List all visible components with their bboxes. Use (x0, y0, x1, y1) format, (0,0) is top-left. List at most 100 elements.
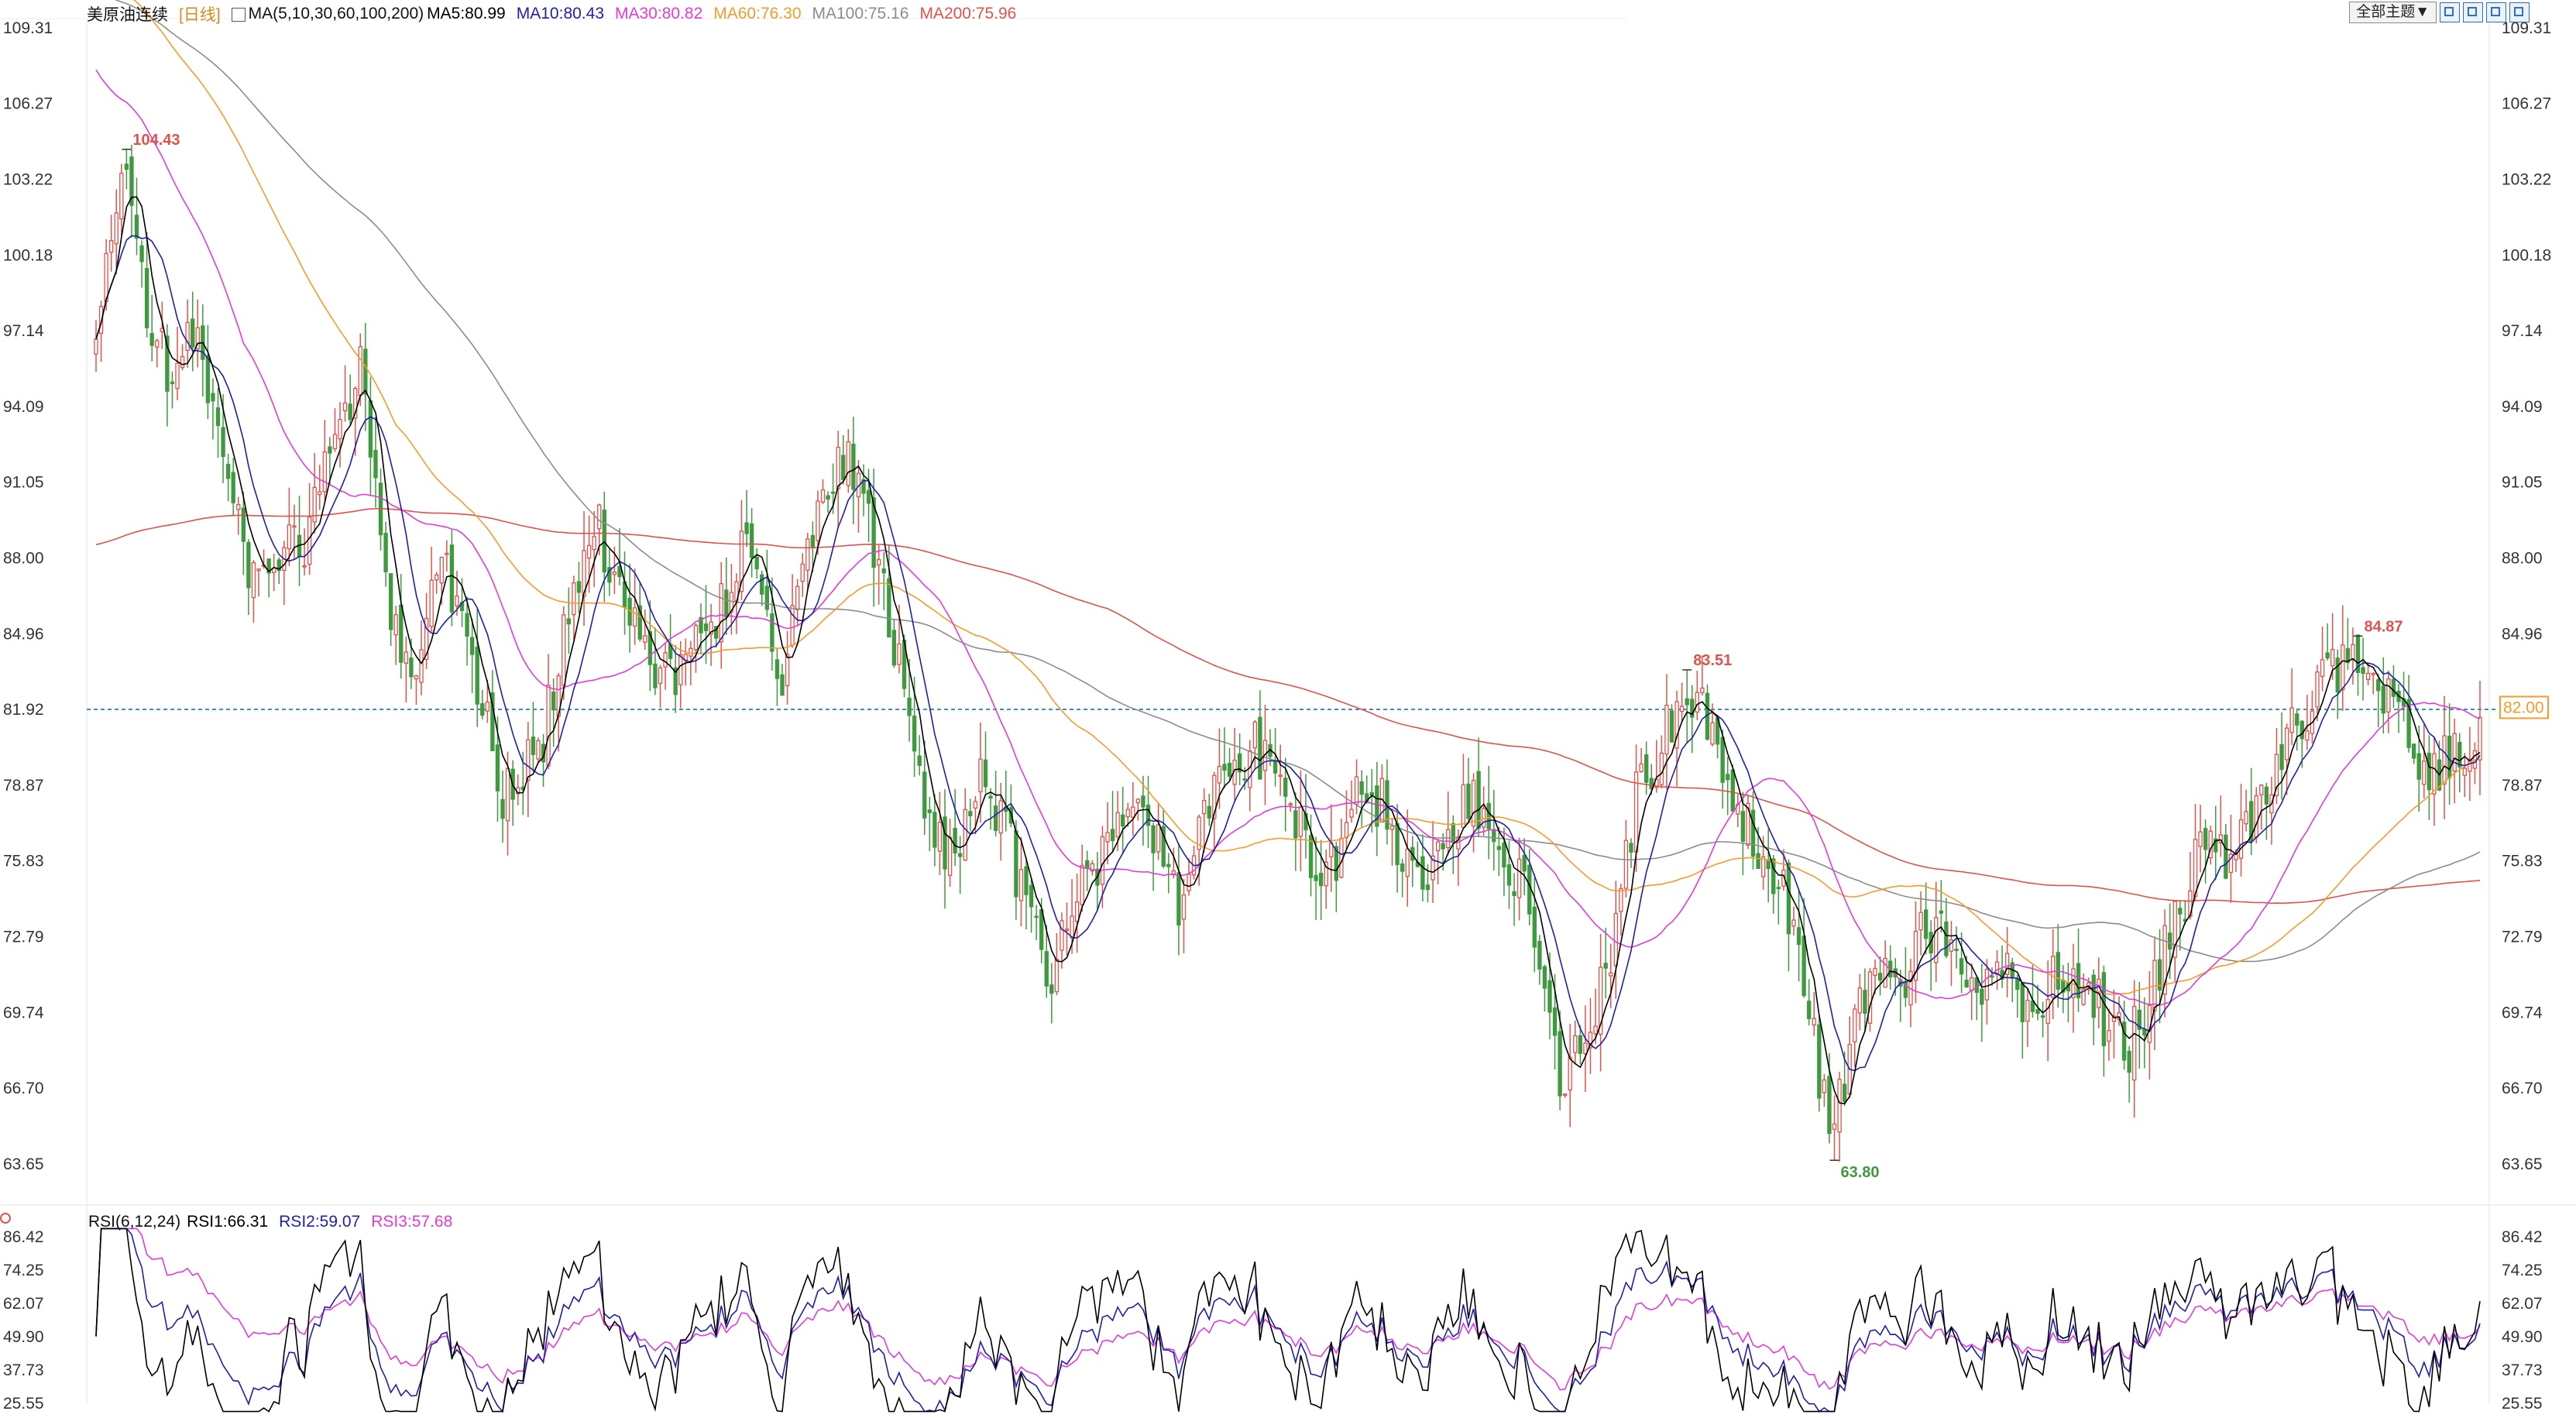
candle[interactable] (566, 587, 572, 654)
candle[interactable] (266, 558, 271, 598)
period-label[interactable]: [日线] (179, 6, 221, 24)
candle[interactable] (2427, 735, 2432, 821)
candle[interactable] (2330, 613, 2335, 680)
candle[interactable] (1959, 932, 1964, 994)
candle[interactable] (1654, 740, 1659, 793)
candle[interactable] (480, 689, 485, 720)
candle[interactable] (1609, 943, 1613, 1009)
candle[interactable] (703, 585, 709, 664)
candle[interactable] (1064, 902, 1070, 956)
candle[interactable] (1298, 770, 1303, 872)
candle[interactable] (663, 643, 668, 690)
candle[interactable] (1532, 874, 1537, 973)
candle[interactable] (1736, 794, 1740, 827)
candle[interactable] (541, 733, 546, 788)
candle[interactable] (2406, 675, 2411, 753)
candle[interactable] (272, 554, 276, 592)
candle[interactable] (2107, 1008, 2111, 1061)
candle[interactable] (546, 654, 551, 770)
candle[interactable] (1573, 1020, 1578, 1065)
candle[interactable] (2117, 996, 2121, 1026)
candle[interactable] (1659, 735, 1664, 789)
candle[interactable] (1446, 791, 1451, 856)
candle[interactable] (780, 664, 785, 696)
candle[interactable] (841, 434, 846, 485)
candle[interactable] (816, 490, 820, 555)
candle[interactable] (1984, 959, 1990, 1025)
candle[interactable] (155, 338, 160, 368)
candle[interactable] (1568, 1024, 1572, 1128)
candle[interactable] (988, 788, 993, 830)
candle[interactable] (2381, 657, 2385, 734)
candle[interactable] (2066, 963, 2071, 1023)
candle[interactable] (1542, 964, 1547, 1012)
candle[interactable] (953, 788, 957, 867)
candle[interactable] (1516, 837, 1522, 921)
candle[interactable] (2071, 943, 2076, 1033)
candle[interactable] (338, 402, 342, 468)
candle[interactable] (526, 722, 531, 818)
candle[interactable] (2162, 909, 2167, 1018)
candle[interactable] (2279, 712, 2284, 800)
candle[interactable] (180, 344, 185, 371)
candle[interactable] (2198, 805, 2203, 873)
candle[interactable] (1847, 1016, 1852, 1098)
candle[interactable] (500, 770, 505, 843)
candle[interactable] (1695, 670, 1699, 721)
candle[interactable] (917, 735, 922, 776)
candle[interactable] (2238, 784, 2244, 877)
candle[interactable] (185, 299, 190, 368)
candle[interactable] (1578, 1025, 1583, 1065)
candle[interactable] (1034, 905, 1039, 941)
candle[interactable] (1121, 786, 1125, 854)
candle[interactable] (475, 608, 479, 727)
candle[interactable] (1008, 784, 1014, 828)
theme-dropdown[interactable]: 全部主题▼ (2349, 2, 2437, 23)
candle[interactable] (2025, 988, 2030, 1047)
candle[interactable] (790, 574, 795, 648)
candle[interactable] (2010, 958, 2014, 1003)
candle[interactable] (353, 386, 358, 456)
candle[interactable] (1603, 928, 1608, 999)
candle[interactable] (673, 644, 678, 713)
candle[interactable] (1807, 979, 1812, 1026)
candle[interactable] (856, 459, 861, 533)
candle[interactable] (1786, 859, 1791, 972)
candle[interactable] (1954, 926, 1959, 969)
candle[interactable] (2269, 776, 2274, 845)
candle[interactable] (1237, 733, 1242, 785)
candle[interactable] (1318, 839, 1324, 920)
candle[interactable] (1726, 757, 1730, 815)
candle[interactable] (1395, 804, 1400, 893)
candle[interactable] (846, 429, 850, 493)
candle[interactable] (2391, 665, 2396, 708)
candle[interactable] (1125, 802, 1130, 827)
candle[interactable] (576, 561, 582, 614)
candle[interactable] (1202, 788, 1207, 853)
candle[interactable] (1705, 684, 1710, 741)
candle[interactable] (404, 637, 409, 703)
candle[interactable] (2030, 964, 2035, 1018)
candle[interactable] (993, 771, 998, 836)
candle[interactable] (1583, 1005, 1588, 1093)
candle[interactable] (419, 620, 424, 695)
candle[interactable] (800, 553, 805, 597)
candle[interactable] (978, 722, 983, 823)
candle[interactable] (1095, 852, 1100, 912)
candle[interactable] (1339, 818, 1344, 879)
candle[interactable] (149, 294, 154, 362)
candle[interactable] (836, 431, 840, 528)
candle[interactable] (1461, 754, 1466, 829)
candle[interactable] (2035, 984, 2040, 1021)
candle[interactable] (2020, 982, 2025, 1059)
candle[interactable] (302, 528, 307, 576)
candle[interactable] (1466, 757, 1471, 822)
candle[interactable] (2341, 605, 2345, 712)
candle[interactable] (627, 564, 632, 653)
candle[interactable] (256, 568, 261, 597)
candle[interactable] (129, 144, 134, 238)
candle[interactable] (1512, 873, 1516, 926)
candle[interactable] (342, 365, 348, 422)
candle[interactable] (1400, 858, 1405, 898)
candle[interactable] (1375, 761, 1379, 857)
